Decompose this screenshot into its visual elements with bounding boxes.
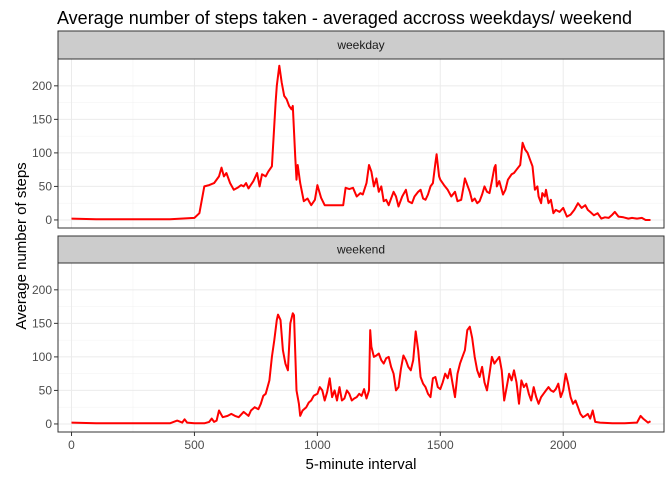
panel-background <box>58 263 664 432</box>
y-tick-label: 100 <box>32 350 52 364</box>
x-tick-label: 2000 <box>550 438 577 452</box>
y-tick-label: 50 <box>39 179 53 193</box>
x-tick-label: 500 <box>184 438 204 452</box>
y-tick-label: 100 <box>32 146 52 160</box>
grid-lines <box>58 263 664 432</box>
y-tick-label: 0 <box>45 417 52 431</box>
facet-strip <box>57 235 665 264</box>
chart-title: Average number of steps taken - averaged… <box>57 8 632 28</box>
x-tick-label: 1000 <box>304 438 331 452</box>
y-tick-label: 200 <box>32 283 52 297</box>
y-tick-label: 50 <box>39 383 53 397</box>
panel-weekend: weekend 0 50 100 150 200 <box>32 235 665 433</box>
series-line-weekend <box>71 312 651 425</box>
facet-strip <box>57 30 665 60</box>
y-axis-title: Average number of steps <box>13 162 30 329</box>
y-tick-label: 200 <box>32 79 52 93</box>
series-line-weekday <box>71 64 651 221</box>
panel-border <box>57 58 665 229</box>
y-tick-label: 0 <box>45 213 52 227</box>
panel-background <box>58 59 664 228</box>
x-tick-label: 0 <box>68 438 75 452</box>
y-tick-label: 150 <box>32 316 52 330</box>
facet-strip-label: weekend <box>336 243 385 257</box>
x-axis-title: 5-minute interval <box>306 456 417 473</box>
y-tick-label: 150 <box>32 112 52 126</box>
panel-weekday: weekday 0 50 100 150 200 <box>32 30 665 229</box>
panels-layer: weekday 0 50 100 150 200 weekend 0 50 100 150 200 <box>32 30 665 433</box>
x-axis: 0 500 1000 1500 2000 <box>68 432 577 452</box>
x-tick-label: 1500 <box>427 438 454 452</box>
facet-strip-label: weekday <box>336 38 384 52</box>
panel-border <box>57 262 665 433</box>
